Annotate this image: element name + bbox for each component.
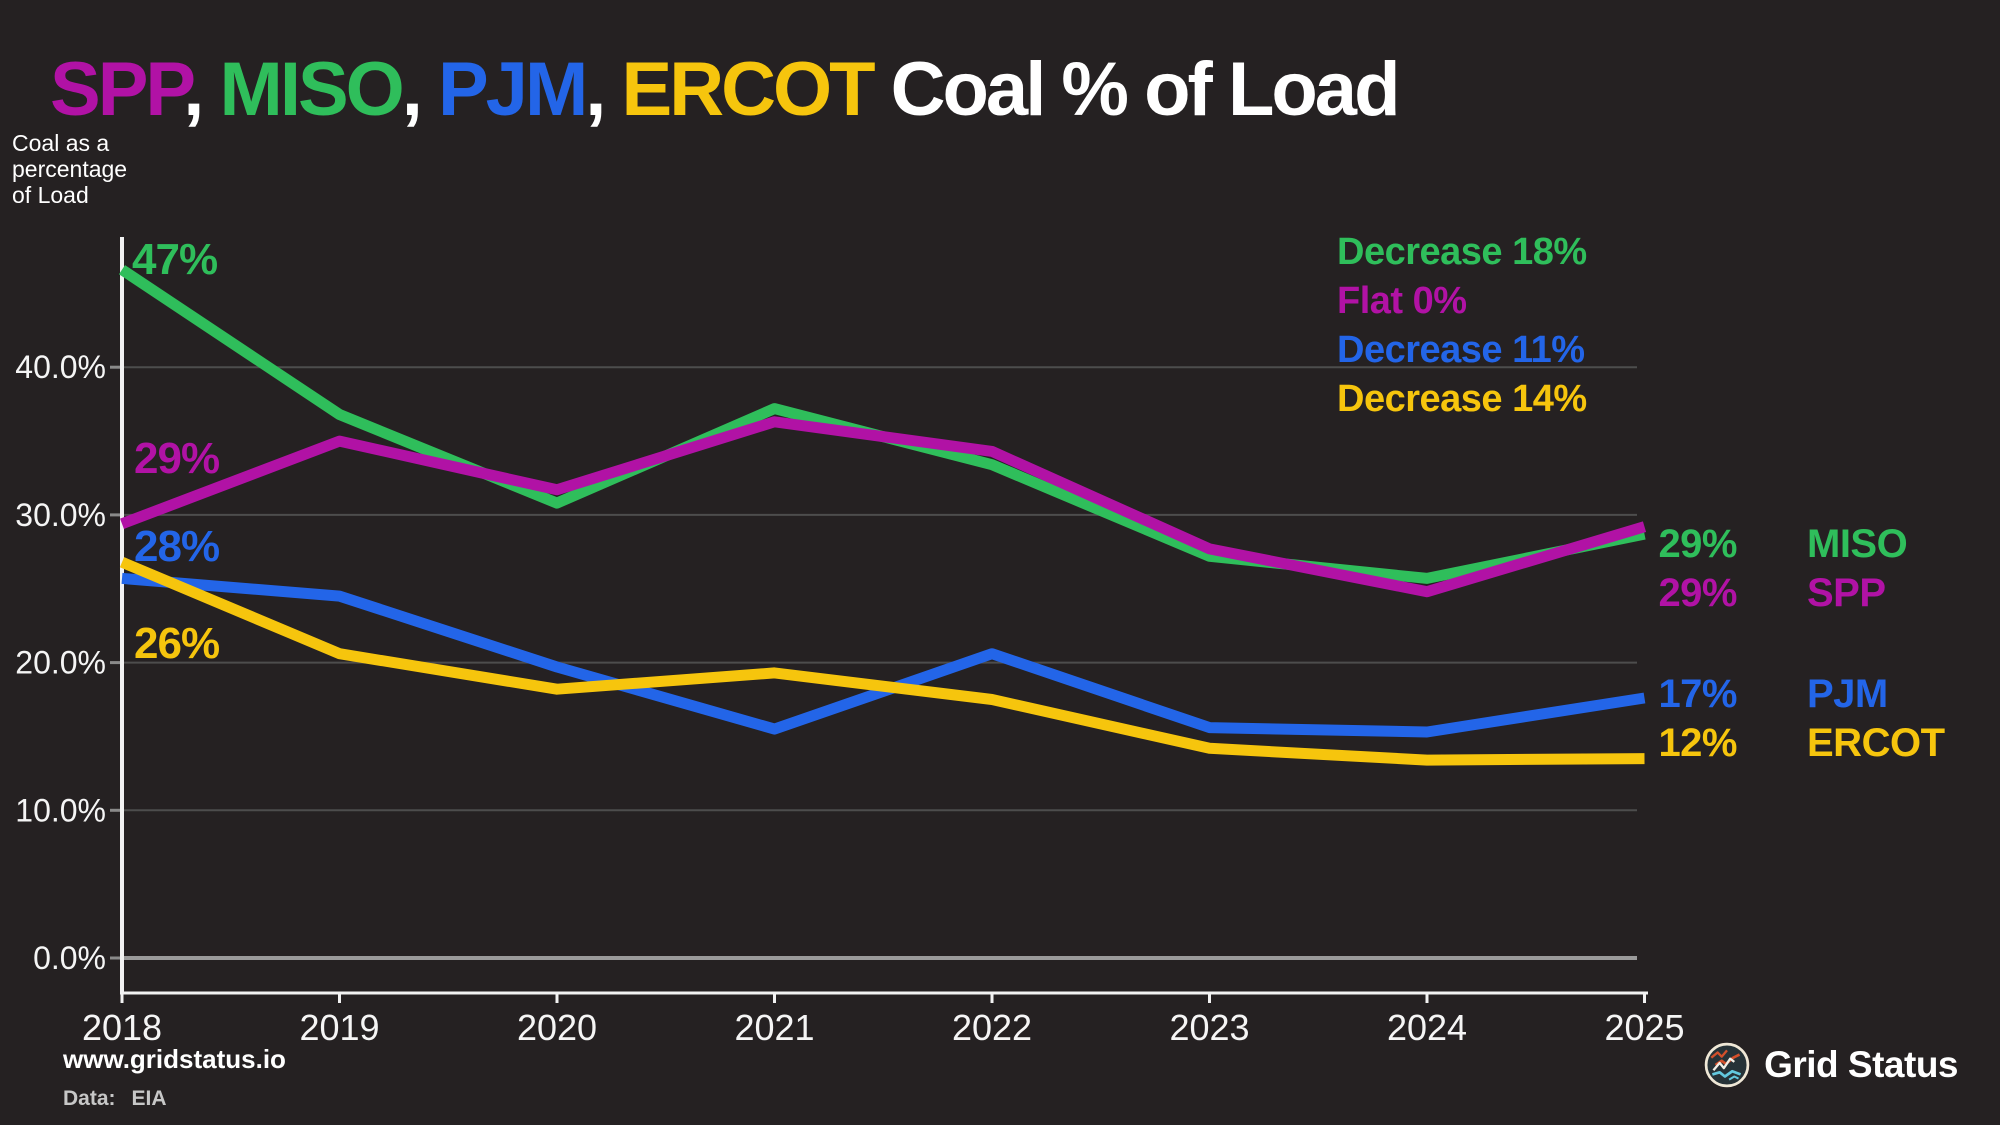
x-tick-label: 2018 (82, 1007, 162, 1048)
end-value-miso: 29% (1658, 522, 1737, 566)
end-value-pjm: 17% (1658, 672, 1737, 716)
y-tick-label: 0.0% (33, 940, 106, 976)
legend-item-ercot: Decrease 14% (1337, 378, 1587, 420)
series-line-ercot (119, 557, 1645, 766)
start-label-ercot: 26% (134, 619, 220, 668)
change-legend: Decrease 18% Flat 0% Decrease 11% Decrea… (1337, 228, 1587, 424)
y-axis-note: Coal as a percentage of Load (12, 130, 128, 208)
x-tick-label: 2023 (1169, 1007, 1249, 1048)
end-label-pjm: 17% PJM (1645, 674, 1888, 714)
title-segment-pjm: PJM (437, 47, 588, 132)
title-segment-spp: SPP (50, 47, 186, 132)
end-name-ercot: ERCOT (1807, 721, 1945, 765)
y-tick-label: 30.0% (15, 497, 106, 533)
x-tick-label: 2019 (299, 1007, 379, 1048)
title-segment-miso: MISO (219, 47, 405, 132)
x-tick-label: 2020 (517, 1007, 597, 1048)
page-title: SPP, MISO, PJM, ERCOT Coal % of Load (50, 47, 1401, 132)
end-label-ercot: 12% ERCOT (1645, 723, 1945, 763)
footer-attribution: www.gridstatus.io Data: EIA (63, 1044, 286, 1111)
y-tick-label: 20.0% (15, 645, 106, 681)
website-url: www.gridstatus.io (63, 1044, 286, 1074)
end-value-spp: 29% (1658, 571, 1737, 615)
end-label-spp: 29% SPP (1645, 573, 1886, 613)
x-tick-label: 2024 (1387, 1007, 1467, 1048)
data-source-value: EIA (131, 1087, 167, 1110)
x-tick-label: 2022 (952, 1007, 1032, 1048)
end-name-spp: SPP (1807, 571, 1886, 615)
title-segment-comma: , (401, 47, 438, 132)
x-tick-label: 2025 (1604, 1007, 1684, 1048)
start-label-pjm: 28% (134, 522, 220, 571)
end-label-miso: 29% MISO (1645, 524, 1907, 564)
end-name-miso: MISO (1807, 522, 1908, 566)
title-segment-comma: , (585, 47, 622, 132)
x-tick-label: 2021 (734, 1007, 814, 1048)
brand-name: Grid Status (1764, 1044, 1958, 1085)
title-segment-comma: , (183, 47, 220, 132)
legend-item-spp: Flat 0% (1337, 280, 1467, 322)
start-label-miso: 47% (132, 235, 218, 284)
title-segment-rest: Coal % of Load (872, 47, 1401, 132)
series-line-spp (120, 416, 1647, 598)
grid-status-logo-icon (1704, 1042, 1750, 1088)
legend-item-pjm: Decrease 11% (1337, 329, 1585, 371)
data-source-label: Data: (63, 1087, 116, 1110)
end-name-pjm: PJM (1807, 672, 1888, 716)
y-tick-label: 40.0% (15, 349, 106, 385)
y-tick-label: 10.0% (15, 792, 106, 828)
data-source: Data: EIA (63, 1087, 286, 1111)
legend-item-miso: Decrease 18% (1337, 231, 1587, 273)
brand-lockup: Grid Status (1704, 1042, 1958, 1088)
end-value-ercot: 12% (1658, 721, 1737, 765)
title-segment-ercot: ERCOT (621, 47, 876, 132)
start-label-spp: 29% (134, 434, 220, 483)
